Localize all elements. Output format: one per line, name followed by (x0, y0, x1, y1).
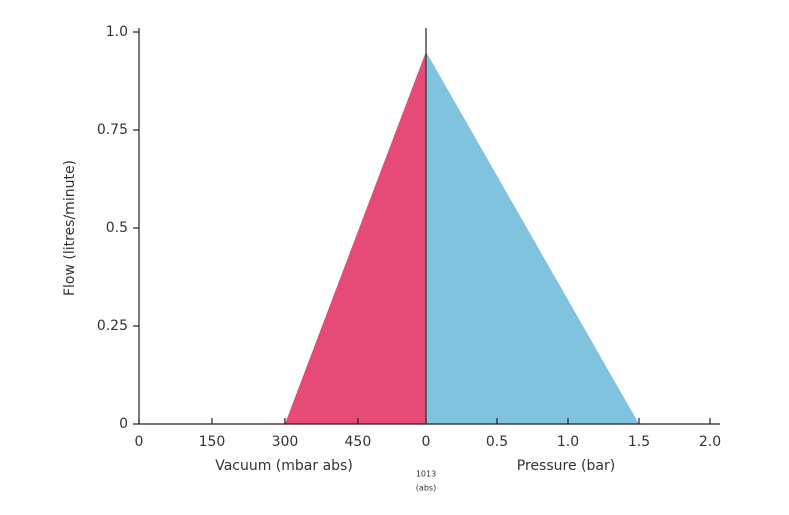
x-tick-label: 1.5 (628, 434, 650, 450)
y-tick-label: 0.25 (97, 318, 128, 334)
x-tick-label: 2.0 (699, 434, 721, 450)
annotation: (abs) (416, 484, 436, 493)
x-tick-label: 0 (135, 434, 144, 450)
x-tick-label: 0.5 (486, 434, 508, 450)
x-tick-label: 150 (199, 434, 226, 450)
y-tick-label: 1.0 (106, 24, 128, 40)
annotation: 1013 (416, 470, 436, 479)
x-tick-label: 300 (272, 434, 299, 450)
x-tick-label: 0 (422, 434, 431, 450)
x-axis-label: Pressure (bar) (517, 458, 615, 474)
x-tick-label: 1.0 (557, 434, 579, 450)
y-axis-label: Flow (litres/minute) (62, 160, 78, 296)
area (284, 51, 426, 424)
area (426, 51, 639, 424)
y-tick-label: 0.5 (106, 220, 128, 236)
y-tick-label: 0 (119, 416, 128, 432)
y-tick-label: 0.75 (97, 122, 128, 138)
x-axis-label: Vacuum (mbar abs) (215, 458, 353, 474)
x-tick-label: 450 (345, 434, 372, 450)
